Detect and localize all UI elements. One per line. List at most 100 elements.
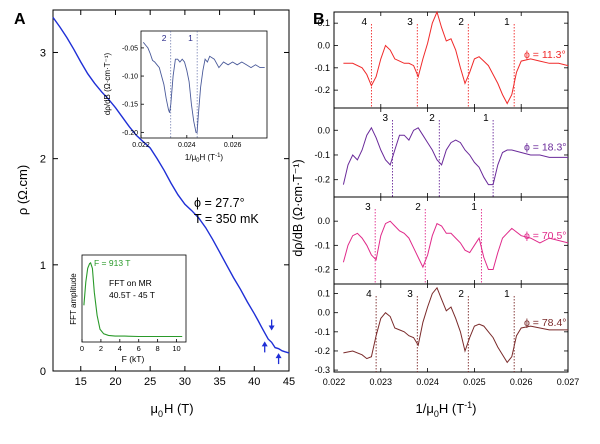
- panel-a-y-tick-label: 0: [40, 366, 46, 378]
- subplot-y-tick-label: 0.1: [317, 18, 330, 28]
- inset-top-y-tick-label: -0.15: [122, 102, 138, 109]
- inset-top-x-label-rest: H (T: [200, 153, 216, 162]
- panel-a-x-ticks: 15 20 25 30 35 40 45: [75, 10, 295, 388]
- inset-top-y-tick-label: -0.05: [122, 45, 138, 52]
- panel-b-x-label-rest: H (T: [439, 401, 464, 416]
- panel-b-subplots: 0.1 0.0 -0.1 -0.2 4 3 2 1 ϕ = 11.3° 0.0 -0.1 -0.2 3 2…: [314, 10, 569, 375]
- inset-bottom-x-tick-label: 8: [156, 344, 160, 353]
- subplot-marker-label: 1: [483, 113, 489, 124]
- panel-b-x-label-base: 1/μ: [416, 401, 434, 416]
- panel-a-x-tick-label: 40: [248, 376, 260, 388]
- inset-top-y-ticks: -0.05 -0.10 -0.15 -0.20: [122, 45, 144, 137]
- panel-a-x-tick-label: 45: [283, 376, 295, 388]
- inset-top-x-label-tail: ): [220, 153, 223, 162]
- subplot-y-tick-label: 0.1: [317, 289, 330, 299]
- panel-a-x-tick-label: 20: [109, 376, 121, 388]
- subplot-annotation: ϕ = 18.3°: [524, 142, 566, 154]
- panel-a-y-ticks: 0 1 2 3: [40, 47, 289, 378]
- panel-b-y-axis-label: dρ/dB (Ω·cm·T⁻¹): [291, 159, 305, 256]
- subplot-y-tick-label: 0.0: [317, 216, 330, 226]
- subplot-marker-label: 2: [415, 202, 421, 213]
- subplot-annotation: ϕ = 70.5°: [524, 230, 566, 242]
- subplot-marker-label: 3: [383, 113, 389, 124]
- panel-b-subplot: 0.1 0.0 -0.1 -0.2 -0.3 4 3 2 1 ϕ = 78.4°: [314, 283, 569, 375]
- panel-a-x-tick-label: 30: [179, 376, 191, 388]
- subplot-marker-label: 3: [365, 202, 371, 213]
- subplot-y-tick-label: -0.2: [314, 346, 330, 356]
- inset-top-y-tick-label: -0.20: [122, 130, 138, 137]
- inset-bottom-x-tick-label: 6: [137, 344, 141, 353]
- panel-a-y-axis-label: ρ (Ω.cm): [15, 165, 30, 215]
- subplot-y-tick-label: -0.3: [314, 365, 330, 375]
- inset-top-x-label-sup: -1: [215, 153, 221, 159]
- panel-b-subplot: 0.0 -0.1 -0.2 3 2 1 ϕ = 18.3°: [314, 107, 569, 198]
- inset-top-x-axis-label: 1/μ0H (T-1): [185, 153, 224, 164]
- inset-top-x-ticks: 0.022 0.024 0.026: [132, 135, 241, 149]
- panel-a-annotation-temperature: T = 350 mK: [194, 212, 259, 226]
- inset-bottom-y-axis-label: FFT amplitude: [69, 273, 78, 325]
- panel-a-frame: [52, 9, 290, 372]
- inset-top-series-line: [142, 42, 265, 133]
- panel-a-x-label-base: μ: [150, 401, 158, 416]
- inset-bottom-x-ticks: 0 2 4 6 8 10: [80, 339, 181, 353]
- subplot-y-tick-label: -0.2: [314, 85, 330, 95]
- panel-b-x-tick-label: 0.026: [510, 377, 533, 387]
- subplot-annotation: ϕ = 78.4°: [524, 317, 566, 329]
- panel-b-subplot: 0.1 0.0 -0.1 -0.2 4 3 2 1 ϕ = 11.3°: [314, 10, 569, 109]
- inset-top-x-label-sub: 0: [196, 158, 200, 164]
- subplot-marker-label: 1: [504, 289, 510, 300]
- inset-top-y-tick-label: -0.10: [122, 74, 138, 81]
- panel-b-x-label-sup: -1: [464, 400, 472, 410]
- subplot-marker-label: 2: [429, 113, 435, 124]
- inset-bottom-annotation-frequency: F = 913 T: [94, 258, 130, 268]
- subplot-marker-label: 2: [458, 289, 464, 300]
- panel-a-y-tick-label: 1: [40, 260, 46, 272]
- panel-a-x-tick-label: 25: [144, 376, 156, 388]
- subplot-series-line: [342, 220, 569, 270]
- inset-top-marker-label: 1: [188, 33, 193, 43]
- inset-bottom-x-tick-label: 10: [172, 344, 180, 353]
- panel-b-x-tick-label: 0.024: [416, 377, 439, 387]
- inset-bottom-annotation-range: 40.5T - 45 T: [109, 290, 155, 300]
- subplot-marker-label: 1: [504, 17, 510, 28]
- inset-bottom-x-tick-label: 2: [99, 344, 103, 353]
- subplot-marker-label: 4: [361, 17, 367, 28]
- inset-top-marker-label: 2: [162, 33, 167, 43]
- panel-b-x-ticks: 0.022 0.023 0.024 0.025 0.026 0.027: [323, 377, 580, 387]
- panel-a-x-tick-label: 15: [75, 376, 87, 388]
- subplot-frame: [333, 283, 569, 373]
- arrow-up-icon: [275, 353, 282, 365]
- inset-bottom-annotation-method: FFT on MR: [109, 278, 152, 288]
- inset-top-x-tick-label: 0.022: [132, 142, 150, 149]
- subplot-y-tick-label: -0.1: [314, 150, 330, 160]
- panel-b-x-tick-label: 0.025: [463, 377, 486, 387]
- inset-top-x-tick-label: 0.026: [224, 142, 242, 149]
- subplot-marker-label: 1: [471, 202, 477, 213]
- subplot-y-tick-label: 0.0: [317, 125, 330, 135]
- inset-top-x-label-base: 1/μ: [185, 153, 197, 162]
- panel-a-y-tick-label: 2: [40, 154, 46, 166]
- subplot-y-tick-label: -0.1: [314, 240, 330, 250]
- inset-bottom-x-tick-label: 4: [118, 344, 122, 353]
- panel-a-annotation-phi: ϕ = 27.7°: [194, 196, 245, 210]
- panel-b-subplot: 0.0 -0.1 -0.2 3 2 1 ϕ = 70.5°: [314, 196, 569, 285]
- subplot-marker-label: 4: [366, 289, 372, 300]
- panel-a-y-tick-label: 3: [40, 47, 46, 59]
- subplot-y-tick-label: -0.2: [314, 175, 330, 185]
- panel-letter-a: A: [14, 11, 26, 28]
- inset-top-x-tick-label: 0.024: [178, 142, 196, 149]
- inset-fft-plot: 0 2 4 6 8 10 F = 913 T FFT on MR 40.5T - 45 T…: [69, 254, 187, 364]
- subplot-marker-label: 3: [407, 289, 413, 300]
- panel-b: B 0.1 0.0 -0.1 -0.2 4 3 2 1 ϕ = 11.3° 0.0 -0.1 -0.2…: [291, 10, 580, 419]
- panel-b-x-tick-label: 0.022: [323, 377, 346, 387]
- arrow-down-icon: [268, 319, 275, 331]
- panel-a-x-axis-label: μ0H (T): [150, 401, 193, 419]
- panel-a-arrows: [261, 319, 282, 365]
- panel-b-x-tick-label: 0.027: [557, 377, 580, 387]
- inset-top-frame: [140, 30, 268, 139]
- panel-letter-b: B: [313, 11, 325, 28]
